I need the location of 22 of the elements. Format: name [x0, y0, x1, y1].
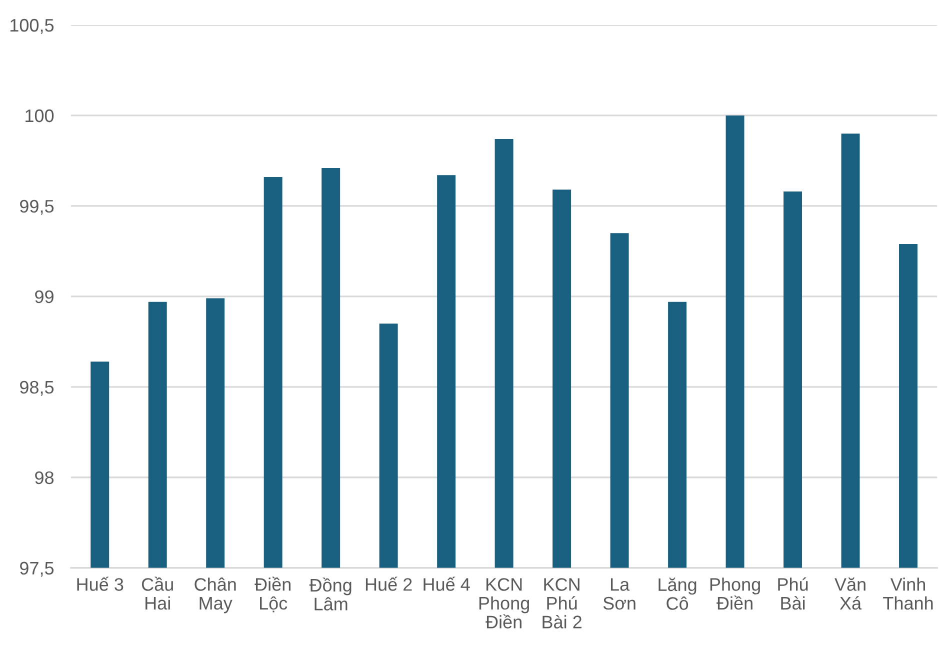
- x-tick-label: La Sơn: [603, 578, 636, 610]
- x-tick-label: Huế 4: [424, 576, 470, 591]
- x-tick-label: KCN Phong Điền: [479, 578, 529, 628]
- x-tick-label: Phú Bài: [778, 577, 808, 610]
- x-tick-label: Chân May: [194, 578, 236, 614]
- x-tick-label: Cầu Hai: [142, 576, 173, 610]
- x-tick-label: Phong Điền: [710, 578, 760, 610]
- y-tick-label: 98,5: [20, 380, 54, 396]
- x-tick-label: Điền Lộc: [254, 576, 290, 612]
- x-tick-label: Vinh Thanh: [883, 578, 933, 610]
- x-tick-label: Lăng Cô: [658, 578, 696, 610]
- x-tick-label: Đồng Lâm: [309, 578, 352, 610]
- y-tick-label: 99: [35, 290, 54, 304]
- y-tick-label: 99,5: [20, 200, 54, 215]
- y-tick-label: 100,5: [10, 18, 54, 34]
- y-tick-label: 97,5: [20, 562, 54, 577]
- x-tick-label: Huế 3: [77, 576, 124, 591]
- x-tick-label: KCN Phú Bài 2: [542, 578, 582, 628]
- y-tick-label: 98: [35, 471, 54, 484]
- y-tick-label: 100: [26, 109, 54, 122]
- x-tick-label: Huế 2: [366, 576, 412, 591]
- x-tick-label: Văn Xá: [834, 577, 866, 610]
